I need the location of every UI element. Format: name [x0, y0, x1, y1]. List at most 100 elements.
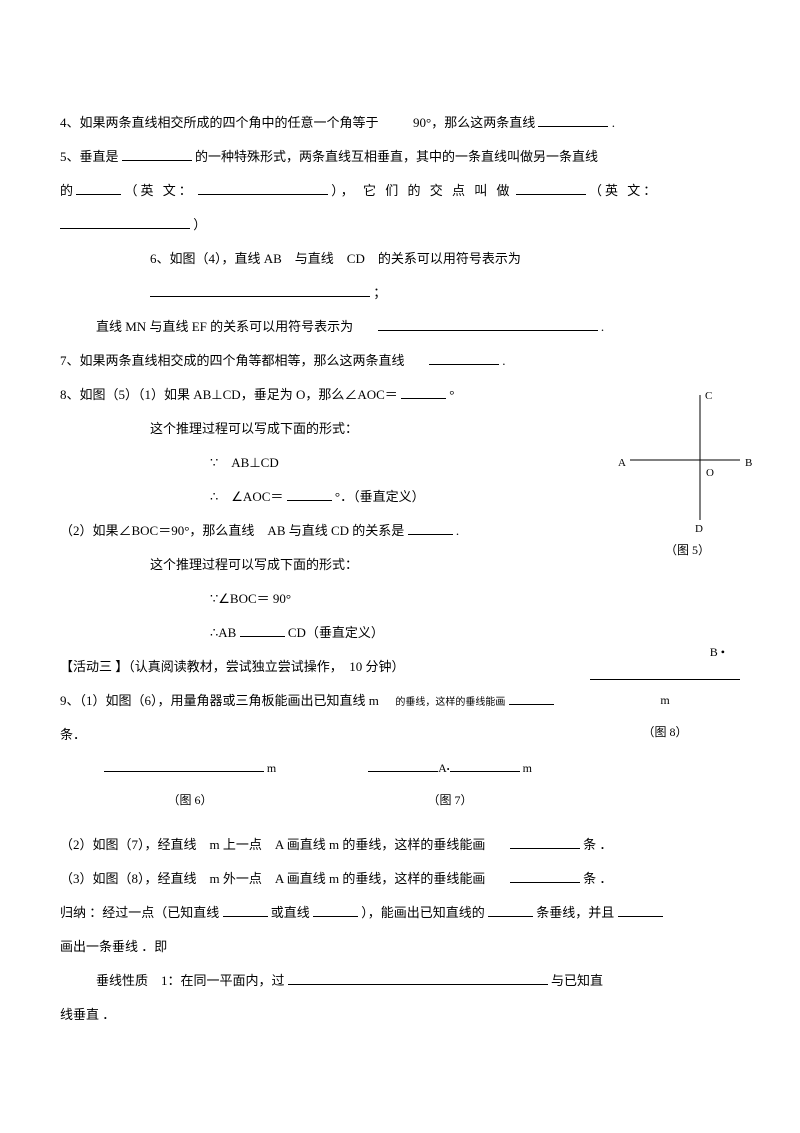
blank	[223, 903, 268, 917]
q5-text-a: 5、垂直是	[60, 149, 119, 164]
act3-text: 【活动三 】（认真阅读教材，尝试独立尝试操作， 10 分钟）	[60, 659, 405, 674]
q9-suma: 归纳 ：经过一点（已知直线	[60, 905, 219, 920]
q8-l4b: °．（垂直定义）	[335, 489, 425, 504]
q6-l1-text: 6、如图（4），直线 AB 与直线 CD 的关系可以用符号表示为	[150, 251, 521, 266]
blank	[60, 215, 190, 229]
q9-propc: 线垂直 ．	[60, 1007, 115, 1022]
blank	[76, 181, 121, 195]
fig8-cap: （图 8）	[585, 720, 745, 744]
blank	[408, 521, 453, 535]
q9-l3a: （2）如图（7），经直线 m 上一点 A 画直线 m 的垂线，这样的垂线能画	[60, 837, 485, 852]
q4-text-a: 4、如果两条直线相交所成的四个角中的任意一个角等于	[60, 115, 379, 130]
q9-l4a: （3）如图（8），经直线 m 外一点 A 画直线 m 的垂线，这样的垂线能画	[60, 871, 485, 886]
q9-sum2-text: 画出一条垂线 ．即	[60, 939, 167, 954]
q6-l2: ；	[60, 280, 740, 306]
q7-b: .	[502, 353, 505, 368]
fig6-cap: （图 6）	[90, 788, 290, 812]
q7: 7、如果两条直线相交成的四个角等都相等，那么这两条直线 .	[60, 348, 740, 374]
q4: 4、如果两条直线相交所成的四个角中的任意一个角等于 90°，那么这两条直线 .	[60, 110, 740, 136]
q9-prop: 垂线性质 1：在同一平面内，过 与已知直	[60, 968, 740, 994]
q7-a: 7、如果两条直线相交成的四个角等都相等，那么这两条直线	[60, 353, 405, 368]
q8-l6-text: 这个推理过程可以写成下面的形式：	[150, 557, 358, 572]
fig8-m: m	[660, 693, 669, 707]
q9-sumb: 或直线	[271, 905, 310, 920]
blank	[240, 623, 285, 637]
q9-prop2: 线垂直 ．	[60, 1002, 740, 1028]
blank	[429, 351, 499, 365]
q9-l4: （3）如图（8），经直线 m 外一点 A 画直线 m 的垂线，这样的垂线能画 条…	[60, 866, 740, 892]
q9-l1b: 的垂线，这样的垂线能画	[395, 697, 505, 708]
q5-l3: ）	[60, 212, 740, 238]
fig7-line-r	[450, 762, 520, 772]
blank	[510, 835, 580, 849]
fig6-line	[104, 762, 264, 772]
fig7-line-l	[368, 762, 438, 772]
fig7-m: m	[523, 761, 532, 775]
q9-l1a: 9、（1）如图（6），用量角器或三角板能画出已知直线 m	[60, 693, 379, 708]
fig5-cap: （图 5）	[665, 538, 710, 562]
figure-6: m （图 6）	[90, 756, 290, 812]
figure-8: B • m （图 8）	[585, 640, 745, 744]
q9-l3: （2）如图（7），经直线 m 上一点 A 画直线 m 的垂线，这样的垂线能画 条…	[60, 832, 740, 858]
blank	[122, 147, 192, 161]
blank	[509, 691, 554, 705]
q8-l5a: （2）如果∠BOC＝90°，那么直线 AB 与直线 CD 的关系是	[60, 523, 404, 538]
blank	[313, 903, 358, 917]
blank	[287, 487, 332, 501]
q8-l4a: ∴ ∠AOC＝	[210, 489, 283, 504]
q8-l1b: °	[449, 387, 454, 402]
q8-l1-text: 8、如图（5）（1）如果 AB⊥CD，垂足为 O，那么∠AOC＝	[60, 387, 398, 402]
q8-l8a: ∴AB	[210, 625, 236, 640]
q8-l7-text: ∵∠BOC＝ 90°	[210, 591, 291, 606]
fig8-line	[590, 670, 740, 680]
q5-l3-text: ）	[193, 217, 206, 232]
q9-sumd: 条垂线，并且	[536, 905, 614, 920]
blank	[288, 971, 548, 985]
blank	[488, 903, 533, 917]
q6-l2-text: ；	[373, 285, 386, 300]
q9-sum: 归纳 ：经过一点（已知直线 或直线 ），能画出已知直线的 条垂线，并且	[60, 900, 740, 926]
fig6-m: m	[267, 761, 276, 775]
q5-l2b: （英 文：	[125, 183, 195, 198]
perpendicular-lines-svg	[610, 380, 760, 530]
q5-text-b: 的一种特殊形式，两条直线互相垂直，其中的一条直线叫做另一条直线	[195, 149, 598, 164]
q8-l7: ∵∠BOC＝ 90°	[60, 586, 740, 612]
q9-l3b: 条 ．	[583, 837, 612, 852]
label-D: D	[695, 518, 703, 540]
label-C: C	[705, 385, 712, 407]
q9-l4b: 条 ．	[583, 871, 612, 886]
blank	[378, 317, 598, 331]
q6-l3b: .	[601, 319, 604, 334]
q4-text-b: 90°，那么这两条直线	[413, 115, 535, 130]
q8-l5b: .	[456, 523, 459, 538]
fig7-cap: （图 7）	[350, 788, 550, 812]
blank	[516, 181, 586, 195]
blank	[538, 113, 608, 127]
blank	[618, 903, 663, 917]
q5-l2a: 的	[60, 183, 73, 198]
q6-l3: 直线 MN 与直线 EF 的关系可以用符号表示为 .	[60, 314, 740, 340]
q9-propa: 垂线性质 1：在同一平面内，过	[96, 973, 285, 988]
figure-7: A• m （图 7）	[350, 756, 550, 812]
dot: •	[721, 645, 725, 659]
q4-tail: .	[612, 115, 615, 130]
fig7-A: A	[438, 761, 447, 775]
fig8-B: B	[710, 645, 718, 659]
q8-l2-text: 这个推理过程可以写成下面的形式：	[150, 421, 358, 436]
q6-l1: 6、如图（4），直线 AB 与直线 CD 的关系可以用符号表示为	[60, 246, 740, 272]
q5-l2d: （英 文：	[589, 183, 659, 198]
q9-sum2: 画出一条垂线 ．即	[60, 934, 740, 960]
q8-l3-text: ∵ AB⊥CD	[210, 455, 279, 470]
q5-l2: 的 （英 文： ）， 它 们 的 交 点 叫 做 （英 文：	[60, 178, 740, 204]
q9-l2-text: 条．	[60, 727, 86, 742]
label-O: O	[706, 462, 714, 484]
blank	[401, 385, 446, 399]
blank	[150, 283, 370, 297]
q9-sumc: ），能画出已知直线的	[361, 905, 485, 920]
q5-l1: 5、垂直是 的一种特殊形式，两条直线互相垂直，其中的一条直线叫做另一条直线	[60, 144, 740, 170]
label-A: A	[618, 452, 626, 474]
q8-l8b: CD（垂直定义）	[288, 625, 384, 640]
q9-propb: 与已知直	[551, 973, 603, 988]
blank	[198, 181, 328, 195]
figure-5-diagram: C A O B D （图 5）	[610, 380, 760, 560]
